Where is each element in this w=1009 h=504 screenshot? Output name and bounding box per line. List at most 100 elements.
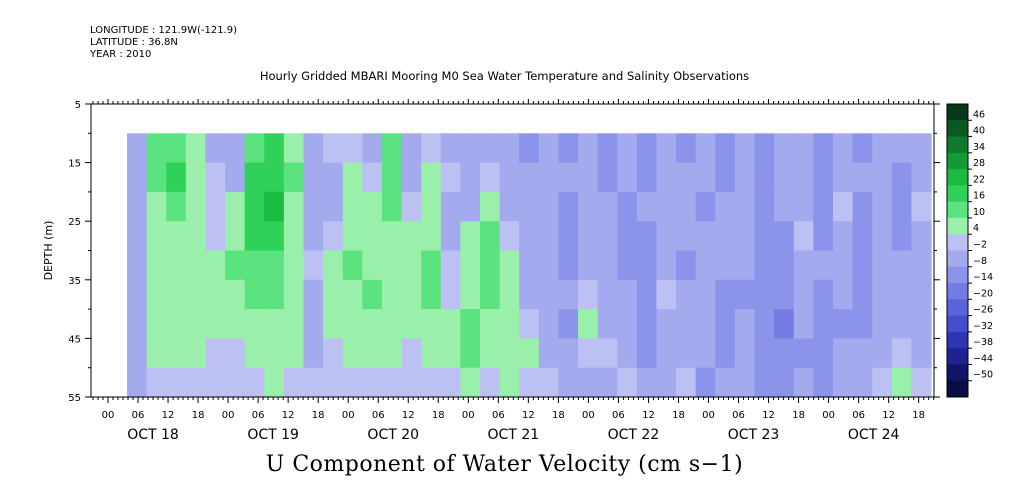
heatmap-cell (185, 279, 207, 310)
heatmap-cell (695, 309, 716, 339)
heatmap-cell (283, 133, 305, 164)
heatmap-cell (695, 338, 716, 369)
heatmap-cell (636, 309, 658, 339)
heatmap-cell (323, 279, 344, 310)
heatmap-cell (401, 162, 422, 193)
heatmap-cell (872, 221, 893, 252)
heatmap-cell (421, 221, 442, 252)
heatmap-cell (303, 279, 324, 310)
colorbar-label: −32 (973, 321, 993, 332)
colorbar-label: −2 (973, 240, 987, 251)
heatmap-cell (283, 279, 305, 310)
heatmap-cell (891, 309, 912, 339)
heatmap-cell (558, 309, 579, 339)
heatmap-cell (342, 309, 363, 339)
heatmap-cell (479, 367, 501, 398)
heatmap-cell (754, 367, 775, 398)
year-label: YEAR : 2010 (90, 49, 152, 60)
longitude-label: LONGITUDE : 121.9W(-121.9) (90, 25, 237, 36)
heatmap-cell (205, 279, 226, 310)
heatmap-cell (891, 133, 912, 164)
heatmap-cell (636, 191, 658, 222)
heatmap-cell (617, 338, 638, 369)
heatmap-cell (185, 338, 207, 369)
heatmap-cell (421, 162, 442, 193)
colorbar-label: −38 (973, 337, 993, 348)
heatmap-cell (479, 221, 501, 252)
heatmap-cell (362, 250, 383, 281)
heatmap-cell (421, 279, 442, 310)
heatmap-cell (911, 191, 932, 222)
x-day-label: OCT 22 (608, 427, 660, 443)
heatmap-cell (852, 191, 873, 222)
heatmap-cell (911, 367, 932, 398)
heatmap-cell (205, 309, 226, 339)
heatmap-cell (499, 279, 520, 310)
heatmap-cell (499, 250, 520, 281)
heatmap-cell (185, 309, 207, 339)
heatmap-cell (440, 279, 461, 310)
heatmap-cell (460, 133, 481, 164)
heatmap-cell (715, 250, 736, 281)
heatmap-cell (832, 133, 854, 164)
x-hour-label: 00 (822, 410, 835, 421)
heatmap-cell (460, 250, 481, 281)
heatmap-cell (479, 191, 501, 222)
heatmap-cell (715, 162, 736, 193)
heatmap-cell (891, 162, 912, 193)
colorbar-label: −26 (973, 305, 993, 316)
heatmap-cell (244, 250, 265, 281)
heatmap-cell (597, 133, 618, 164)
heatmap-cell (774, 133, 795, 164)
heatmap-cell (676, 133, 697, 164)
heatmap-cell (185, 367, 207, 398)
heatmap-cell (460, 338, 481, 369)
colorbar-swatch (947, 331, 968, 349)
heatmap-cell (342, 133, 363, 164)
heatmap-cell (166, 191, 187, 222)
heatmap-cell (421, 250, 442, 281)
heatmap-cell (264, 338, 285, 369)
heatmap-cell (656, 221, 677, 252)
heatmap-cell (264, 309, 285, 339)
x-hour-label: 00 (462, 410, 475, 421)
heatmap-cell (401, 133, 422, 164)
heatmap-cell (381, 367, 403, 398)
heatmap-cell (166, 338, 187, 369)
heatmap-cell (656, 309, 677, 339)
heatmap-cell (323, 191, 344, 222)
heatmap-cell (656, 279, 677, 310)
heatmap-cell (166, 309, 187, 339)
heatmap-cell (734, 309, 756, 339)
heatmap-cell (127, 221, 148, 252)
heatmap-cell (225, 338, 246, 369)
y-tick-label: 55 (68, 393, 81, 404)
heatmap-cell (205, 162, 226, 193)
heatmap-cell (323, 162, 344, 193)
heatmap-cell (891, 221, 912, 252)
heatmap-cell (597, 162, 618, 193)
colorbar-swatch (947, 136, 968, 154)
heatmap-cell (891, 279, 912, 310)
heatmap-cell (734, 338, 756, 369)
x-axis-title: U Component of Water Velocity (cm s−1) (265, 452, 744, 477)
colorbar-swatch (947, 217, 968, 235)
heatmap-cell (832, 309, 854, 339)
heatmap-cell (519, 309, 540, 339)
x-day-label: OCT 18 (127, 427, 179, 443)
heatmap-cell (460, 191, 481, 222)
heatmap-cell (381, 338, 403, 369)
heatmap-cell (264, 221, 285, 252)
heatmap-cell (597, 250, 618, 281)
heatmap-cell (597, 338, 618, 369)
heatmap-cell (244, 133, 265, 164)
heatmap-cell (499, 221, 520, 252)
heatmap-cell (264, 191, 285, 222)
heatmap-cell (146, 309, 167, 339)
heatmap-cell (754, 221, 775, 252)
heatmap-cell (558, 279, 579, 310)
heatmap-cell (578, 279, 599, 310)
heatmap-cell (479, 162, 501, 193)
heatmap-cell (911, 250, 932, 281)
heatmap-cell (519, 221, 540, 252)
